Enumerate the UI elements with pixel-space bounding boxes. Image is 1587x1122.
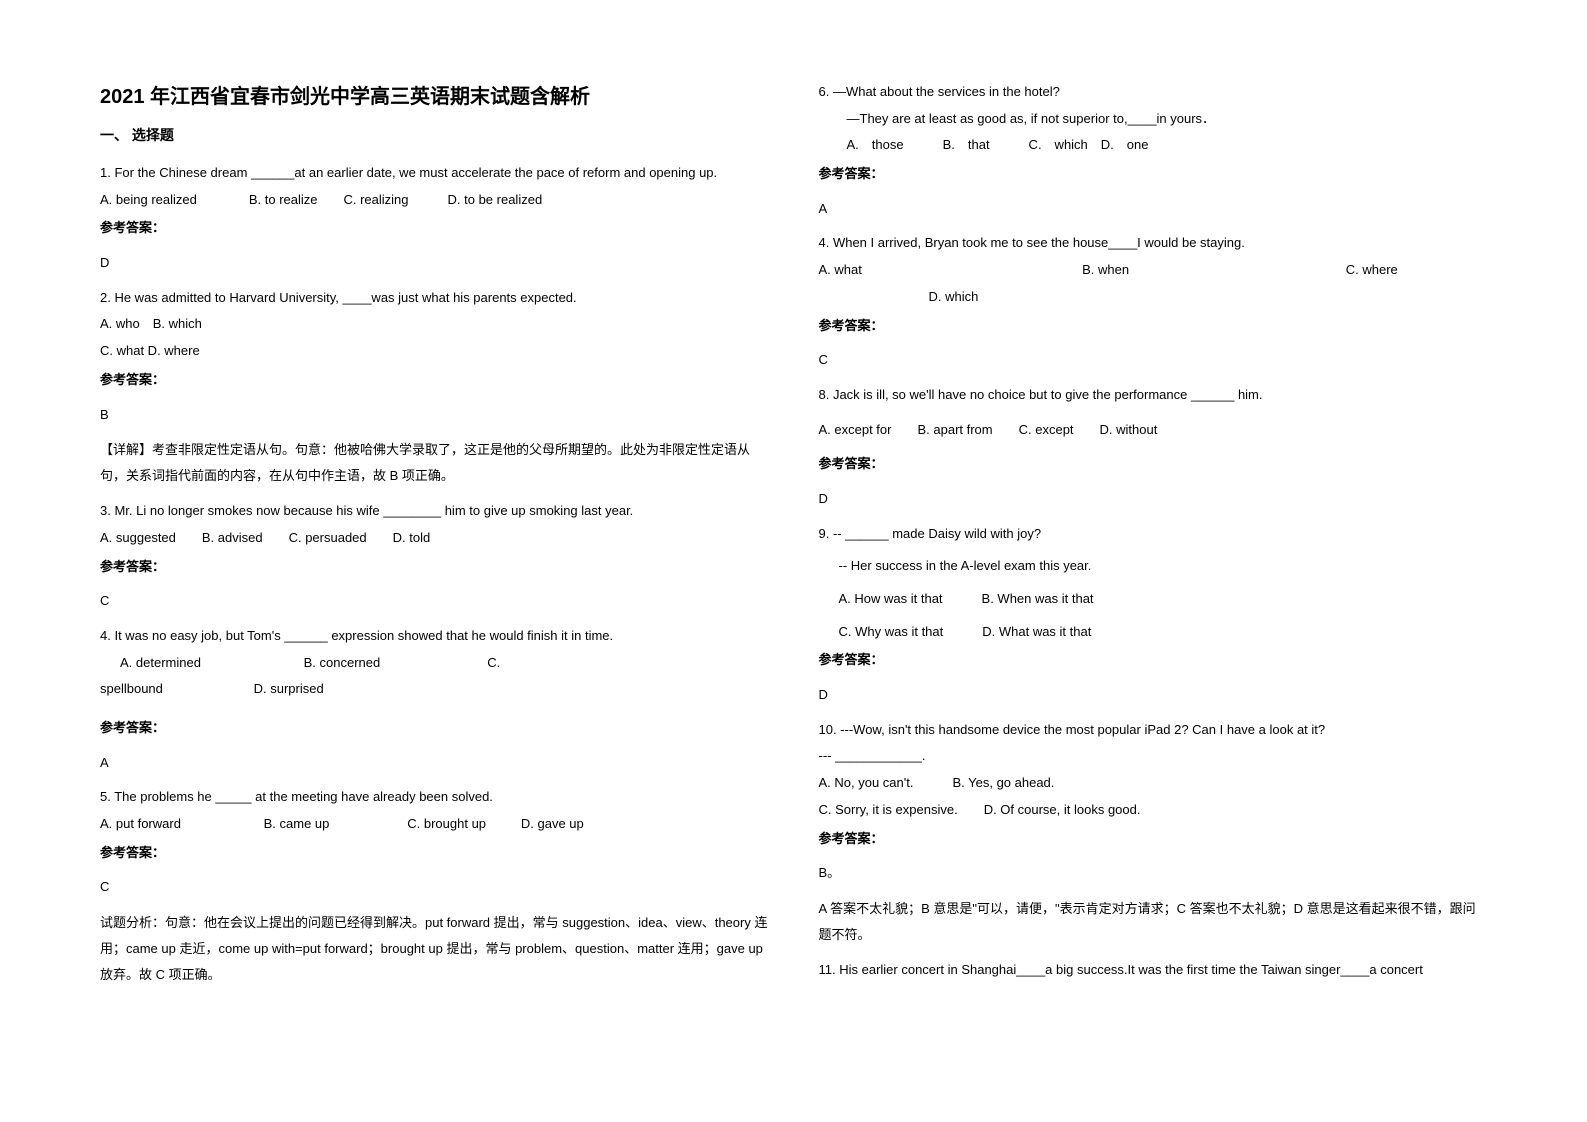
q2-optB: C. what D. where: [100, 339, 769, 364]
q2-explanation: 【详解】考查非限定性定语从句。句意：他被哈佛大学录取了，这正是他的父母所期望的。…: [100, 437, 769, 489]
q4-opt-c: C.: [487, 655, 500, 670]
q4-opt-spell: spellbound: [100, 677, 250, 702]
answer-label: 参考答案：: [819, 162, 1488, 187]
section-header: 一、 选择题: [100, 125, 769, 145]
q3-text: 3. Mr. Li no longer smokes now because h…: [100, 499, 769, 524]
q7-opt-c: C. where: [1346, 262, 1398, 277]
q5-answer: C: [100, 875, 769, 900]
q10-line2: --- ____________.: [819, 744, 1488, 769]
q11-text: 11. His earlier concert in Shanghai____a…: [819, 958, 1488, 983]
answer-label: 参考答案：: [819, 648, 1488, 673]
answer-label: 参考答案：: [819, 452, 1488, 477]
q8-text: 8. Jack is ill, so we'll have no choice …: [819, 383, 1488, 408]
q4-opt-b: B. concerned: [304, 651, 484, 676]
q3-options: A. suggested B. advised C. persuaded D. …: [100, 526, 769, 551]
answer-label: 参考答案：: [819, 314, 1488, 339]
q2-text: 2. He was admitted to Harvard University…: [100, 286, 769, 311]
left-column: 2021 年江西省宜春市剑光中学高三英语期末试题含解析 一、 选择题 1. Fo…: [100, 80, 769, 998]
question-4: 4. It was no easy job, but Tom's ______ …: [100, 624, 769, 775]
question-6: 6. —What about the services in the hotel…: [819, 80, 1488, 221]
q4-options-row1: A. determined B. concerned C.: [100, 651, 769, 676]
q7-opt-a: A. what: [819, 258, 1079, 283]
q7-answer: C: [819, 348, 1488, 373]
q9-optCD: C. Why was it that D. What was it that: [819, 620, 1488, 645]
q1-text: 1. For the Chinese dream ______at an ear…: [100, 161, 769, 186]
q6-answer: A: [819, 197, 1488, 222]
q5-explanation: 试题分析：句意：他在会议上提出的问题已经得到解决。put forward 提出，…: [100, 910, 769, 988]
question-1: 1. For the Chinese dream ______at an ear…: [100, 161, 769, 276]
question-10: 10. ---Wow, isn't this handsome device t…: [819, 718, 1488, 948]
q7-options-row1: A. what B. when C. where: [819, 258, 1488, 283]
q6-line2: —They are at least as good as, if not su…: [819, 107, 1488, 132]
q5-opt-d: D. gave up: [521, 816, 584, 831]
q2-optA: A. who B. which: [100, 312, 769, 337]
q9-answer: D: [819, 683, 1488, 708]
question-11: 11. His earlier concert in Shanghai____a…: [819, 958, 1488, 983]
question-8: 8. Jack is ill, so we'll have no choice …: [819, 383, 1488, 512]
q3-answer: C: [100, 589, 769, 614]
right-column: 6. —What about the services in the hotel…: [819, 80, 1488, 998]
question-7: 4. When I arrived, Bryan took me to see …: [819, 231, 1488, 372]
answer-label: 参考答案：: [100, 841, 769, 866]
q10-answer: B。: [819, 861, 1488, 886]
q6-line1: 6. —What about the services in the hotel…: [819, 80, 1488, 105]
q5-text: 5. The problems he _____ at the meeting …: [100, 785, 769, 810]
q4-opt-d: D. surprised: [254, 681, 324, 696]
answer-label: 参考答案：: [100, 716, 769, 741]
q4-options-row2: spellbound D. surprised: [100, 677, 769, 702]
q5-opt-a: A. put forward: [100, 812, 260, 837]
q5-options: A. put forward B. came up C. brought up …: [100, 812, 769, 837]
answer-label: 参考答案：: [819, 827, 1488, 852]
q9-line2: -- Her success in the A-level exam this …: [819, 554, 1488, 579]
q8-answer: D: [819, 487, 1488, 512]
page-title: 2021 年江西省宜春市剑光中学高三英语期末试题含解析: [100, 80, 769, 109]
q9-line1: 9. -- ______ made Daisy wild with joy?: [819, 522, 1488, 547]
q8-options: A. except for B. apart from C. except D.…: [819, 418, 1488, 443]
q9-optAB: A. How was it that B. When was it that: [819, 587, 1488, 612]
q10-explanation: A 答案不太礼貌；B 意思是"可以，请便，"表示肯定对方请求；C 答案也不太礼貌…: [819, 896, 1488, 948]
q7-opt-b: B. when: [1082, 258, 1342, 283]
question-9: 9. -- ______ made Daisy wild with joy? -…: [819, 522, 1488, 708]
q10-line1: 10. ---Wow, isn't this handsome device t…: [819, 718, 1488, 743]
answer-label: 参考答案：: [100, 368, 769, 393]
q5-opt-c: C. brought up: [407, 812, 517, 837]
answer-label: 参考答案：: [100, 216, 769, 241]
question-5: 5. The problems he _____ at the meeting …: [100, 785, 769, 988]
answer-label: 参考答案：: [100, 555, 769, 580]
q6-options: A. those B. that C. which D. one: [819, 133, 1488, 158]
question-2: 2. He was admitted to Harvard University…: [100, 286, 769, 489]
q1-options: A. being realized B. to realize C. reali…: [100, 188, 769, 213]
q7-text: 4. When I arrived, Bryan took me to see …: [819, 231, 1488, 256]
question-3: 3. Mr. Li no longer smokes now because h…: [100, 499, 769, 614]
q4-opt-a: A. determined: [120, 651, 300, 676]
q7-opt-d: D. which: [929, 289, 979, 304]
q7-options-row2: D. which: [819, 285, 1488, 310]
q4-text: 4. It was no easy job, but Tom's ______ …: [100, 624, 769, 649]
q5-opt-b: B. came up: [264, 812, 404, 837]
q10-optAB: A. No, you can't. B. Yes, go ahead.: [819, 771, 1488, 796]
q2-answer: B: [100, 403, 769, 428]
q1-answer: D: [100, 251, 769, 276]
page-container: 2021 年江西省宜春市剑光中学高三英语期末试题含解析 一、 选择题 1. Fo…: [100, 80, 1487, 998]
q4-answer: A: [100, 751, 769, 776]
q10-optCD: C. Sorry, it is expensive. D. Of course,…: [819, 798, 1488, 823]
